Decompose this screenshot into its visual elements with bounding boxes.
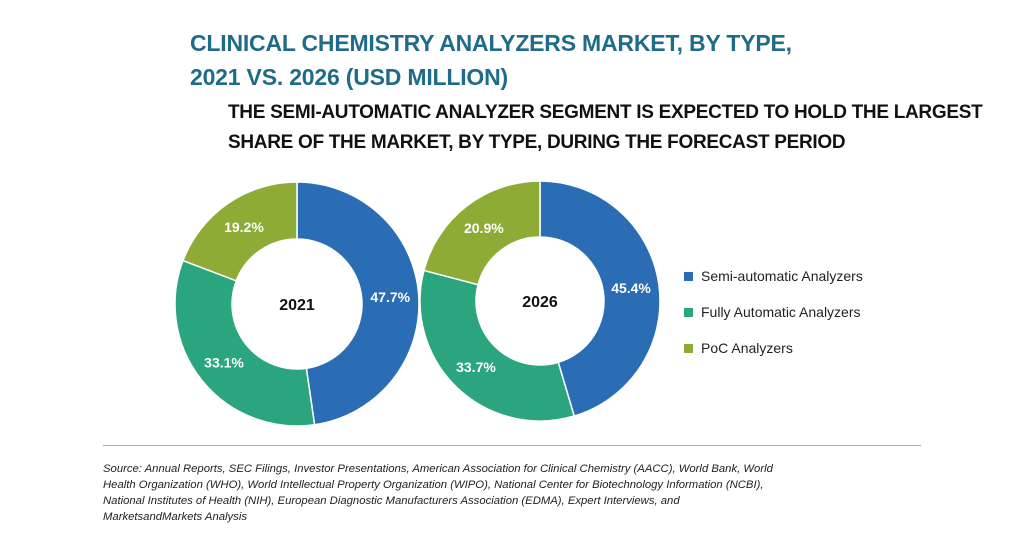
legend-swatch-semi-automatic	[684, 271, 693, 281]
donut-2021-label-semi-automatic: 47.7%	[370, 289, 410, 305]
legend-label-fully-automatic: Fully Automatic Analyzers	[701, 304, 861, 320]
legend-item-semi-automatic: Semi-automatic Analyzers	[684, 258, 904, 294]
donut-2021-label-poc: 19.2%	[224, 219, 264, 235]
donut-2021-label-fully-automatic: 33.1%	[204, 354, 244, 370]
chart-legend: Semi-automatic Analyzers Fully Automatic…	[684, 258, 904, 366]
source-line-2: Health Organization (WHO), World Intelle…	[103, 479, 764, 491]
donut-2026-center-label: 2026	[522, 294, 558, 311]
legend-item-poc: PoC Analyzers	[684, 330, 904, 366]
legend-swatch-poc	[684, 343, 693, 353]
chart-title: CLINICAL CHEMISTRY ANALYZERS MARKET, BY …	[190, 26, 950, 94]
source-line-4: MarketsandMarkets Analysis	[103, 511, 247, 523]
source-line-1: Source: Annual Reports, SEC Filings, Inv…	[103, 463, 773, 475]
donut-2026-hole	[476, 237, 604, 365]
source-line-3: National Institutes of Health (NIH), Eur…	[103, 495, 680, 507]
legend-label-poc: PoC Analyzers	[701, 340, 793, 356]
chart-subtitle-line-2: SHARE OF THE MARKET, BY TYPE, DURING THE…	[228, 132, 846, 153]
donut-2026-label-poc: 20.9%	[464, 220, 504, 236]
donut-2026-label-semi-automatic: 45.4%	[611, 280, 651, 296]
source-divider	[103, 445, 921, 446]
donut-2026-label-fully-automatic: 33.7%	[456, 359, 496, 375]
legend-item-fully-automatic: Fully Automatic Analyzers	[684, 294, 904, 330]
chart-title-line-1: CLINICAL CHEMISTRY ANALYZERS MARKET, BY …	[190, 30, 792, 56]
legend-label-semi-automatic: Semi-automatic Analyzers	[701, 268, 863, 284]
chart-subtitle: THE SEMI-AUTOMATIC ANALYZER SEGMENT IS E…	[228, 98, 983, 158]
legend-swatch-fully-automatic	[684, 307, 693, 317]
chart-title-line-2: 2021 VS. 2026 (USD MILLION)	[190, 64, 508, 90]
donut-2021-center-label: 2021	[279, 297, 315, 314]
donut-2021-hole	[232, 239, 362, 369]
source-note: Source: Annual Reports, SEC Filings, Inv…	[103, 461, 918, 525]
chart-subtitle-line-1: THE SEMI-AUTOMATIC ANALYZER SEGMENT IS E…	[228, 102, 983, 123]
